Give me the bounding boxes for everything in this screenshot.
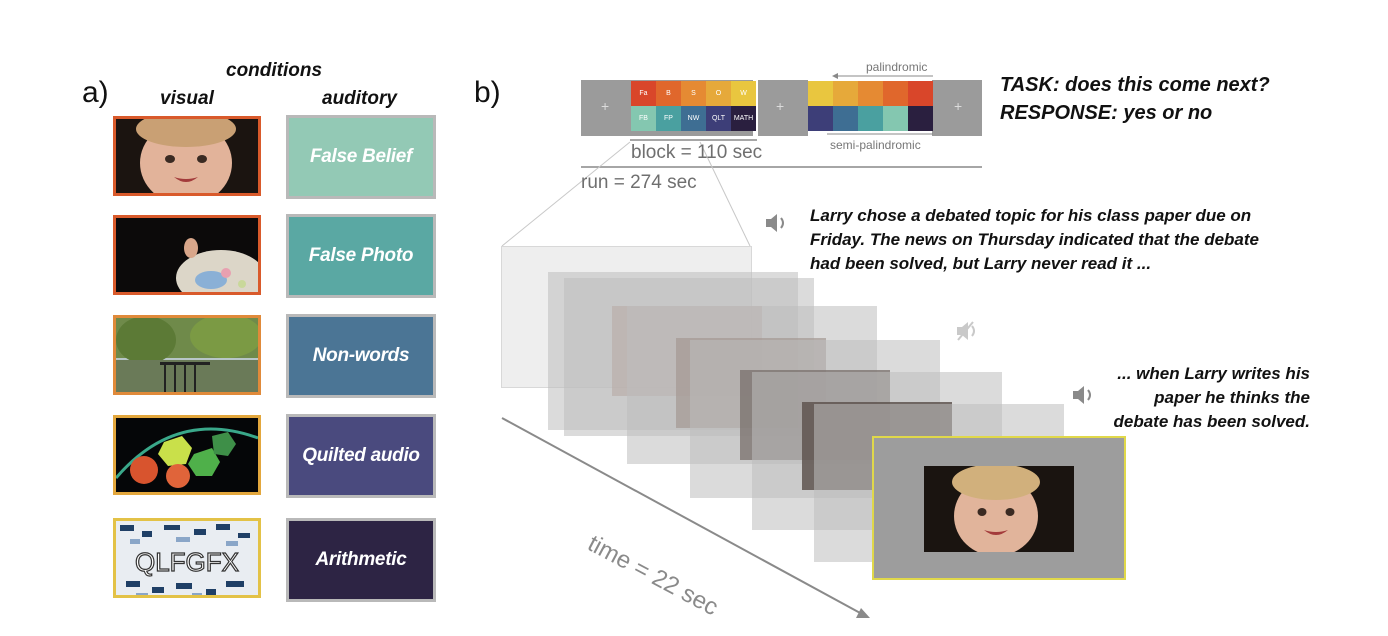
visual-thumb-garden [113, 315, 261, 395]
seq-cell-right [833, 81, 858, 106]
condition-label: False Photo [308, 245, 414, 266]
seq-cell: FB [631, 106, 656, 131]
face-image [116, 119, 258, 193]
visual-thumb-face [113, 116, 261, 196]
seq-cell-right [808, 106, 833, 131]
seq-cell: S [681, 81, 706, 106]
story-part-2: ... when Larry writes his paper he think… [1113, 364, 1310, 431]
seq-cell: Fa [631, 81, 656, 106]
visual-thumb-child [113, 215, 261, 295]
seq-cell-right [883, 81, 908, 106]
garden-image [116, 318, 258, 392]
story-part-1: Larry chose a debated topic for his clas… [810, 206, 1259, 273]
speaker-muted-icon [955, 320, 983, 347]
seq-cell: B [656, 81, 681, 106]
conditions-header: conditions [226, 60, 323, 81]
arrowhead-icon [856, 608, 870, 618]
seq-cell: FP [656, 106, 681, 131]
condition-label: False Belief [309, 146, 412, 167]
seq-cell-right [883, 106, 908, 131]
seq-cell-right [908, 81, 933, 106]
final-movie-frame [872, 436, 1126, 580]
run-sequence-right: + [932, 80, 982, 136]
seq-cell: NW [681, 106, 706, 131]
panel-a-letter: a) [82, 76, 109, 109]
condition-false-belief: False Belief [286, 115, 436, 199]
palindromic-label: palindromic [866, 60, 928, 74]
condition-false-photo: False Photo [286, 214, 436, 298]
fixation-plus: + [601, 98, 610, 114]
block-label: block = 110 sec [631, 142, 763, 163]
speaker-icon [764, 212, 792, 239]
letters-thumb-text: QLFGFX [135, 547, 239, 577]
zoom-line [501, 141, 631, 247]
seq-cell: MATH [731, 106, 756, 131]
response-line: RESPONSE: yes or no [1000, 102, 1213, 124]
condition-label: Quilted audio [302, 445, 420, 466]
arrowhead-icon [832, 73, 838, 79]
seq-cell-right [858, 81, 883, 106]
seq-cell: O [706, 81, 731, 106]
seq-cell-right [908, 106, 933, 131]
visual-header: visual [160, 88, 214, 109]
speaker-icon [1071, 384, 1099, 411]
visual-thumb-letters: QLFGFX [113, 518, 261, 598]
seq-cell-right [858, 106, 883, 131]
condition-non-words: Non-words [286, 314, 436, 398]
condition-label: Non-words [312, 345, 410, 366]
condition-arithmetic: Arithmetic [286, 518, 436, 602]
condition-label: Arithmetic [315, 549, 407, 570]
child-image [116, 218, 258, 292]
face-image [924, 466, 1074, 552]
condition-quilted-audio: Quilted audio [286, 414, 436, 498]
seq-cell: QLT [706, 106, 731, 131]
fixation-plus: + [954, 98, 963, 114]
time-label: time = 22 sec [583, 530, 723, 622]
visual-thumb-objects [113, 415, 261, 495]
seq-cell: W [731, 81, 756, 106]
run-sequence-mid: + [758, 80, 808, 136]
seq-cell-right [808, 81, 833, 106]
run-label: run = 274 sec [581, 172, 697, 193]
panel-b-letter: b) [474, 76, 501, 109]
objects-image [116, 418, 258, 492]
auditory-header: auditory [322, 88, 397, 109]
task-line: TASK: does this come next? [1000, 74, 1270, 96]
seq-cell-right [833, 106, 858, 131]
fixation-plus: + [776, 98, 785, 114]
letters-image: QLFGFX [116, 521, 258, 595]
semi-palindromic-label: semi-palindromic [830, 138, 921, 152]
